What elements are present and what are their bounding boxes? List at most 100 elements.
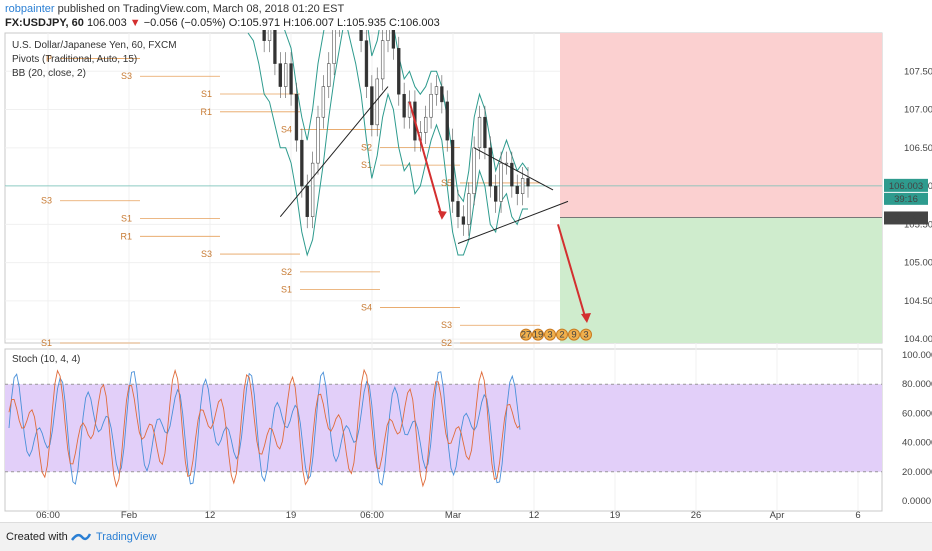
- timer-badge: [884, 192, 928, 205]
- pivot-label: S1: [361, 160, 372, 170]
- close-value: C:106.003: [389, 17, 440, 29]
- stoch-y-tick-label: 100.0000: [902, 350, 932, 361]
- pivot-label: R1: [120, 231, 132, 241]
- event-marker: [532, 328, 544, 341]
- y-tick-label: 104.500: [904, 296, 932, 307]
- created-with-label: Created with: [6, 531, 68, 543]
- stop-price-value: 105.590: [889, 213, 923, 224]
- candle: [386, 30, 390, 41]
- y-tick-label: 107.500: [904, 66, 932, 77]
- pivot-label: S1: [41, 338, 52, 348]
- last-price: 106.003: [86, 17, 127, 29]
- candle: [321, 86, 326, 118]
- publish-text: published on TradingView.com, March 08, …: [54, 3, 345, 15]
- pivot-label: S1: [121, 214, 132, 224]
- candle: [510, 162, 514, 187]
- x-tick-label: 19: [286, 510, 297, 521]
- candle: [526, 178, 530, 187]
- candle: [483, 116, 487, 149]
- chart-area[interactable]: 06:00 Feb 12 19 06:00 Mar 12 19 26 Apr 6 104.000 104…: [0, 30, 932, 522]
- y-tick-label: 107.000: [904, 105, 932, 116]
- candle: [310, 162, 315, 217]
- candle: [391, 30, 396, 49]
- candle: [273, 30, 277, 64]
- pivot-label: R1: [200, 107, 212, 117]
- pivot-label: S4: [361, 302, 372, 312]
- event-marker: [556, 328, 568, 341]
- stoch-y-tick-label: 0.0000: [902, 496, 931, 507]
- footer: Created with TradingView: [0, 522, 932, 551]
- pivot-label: S1: [281, 285, 292, 295]
- x-tick-label: Mar: [445, 510, 461, 521]
- stop-loss-zone: [560, 33, 882, 218]
- candle: [262, 30, 266, 41]
- candle: [278, 63, 282, 87]
- event-label: 3: [583, 330, 588, 341]
- bar-timer: 39:16: [894, 194, 918, 205]
- x-tick-label: 06:00: [360, 510, 384, 521]
- event-label: 27: [521, 330, 532, 341]
- event-label: 3: [547, 330, 552, 341]
- candle: [429, 93, 433, 118]
- pivot-label: S2: [441, 338, 452, 348]
- pivot-label: S3: [121, 71, 132, 81]
- stoch-y-tick-label: 20.0000: [902, 467, 932, 478]
- x-tick-label: 6: [855, 510, 860, 521]
- publish-info: robpainter published on TradingView.com,…: [5, 3, 344, 15]
- candle: [450, 139, 455, 202]
- x-tick-label: Feb: [121, 510, 137, 521]
- trend-line: [457, 200, 569, 244]
- low-value: L:105.935: [337, 17, 386, 29]
- high-value: H:106.007: [283, 17, 334, 29]
- author-link[interactable]: robpainter: [5, 3, 55, 15]
- x-tick-label: 26: [691, 510, 702, 521]
- red-arrow-head: [581, 313, 591, 324]
- pivot-label: S2: [281, 267, 292, 277]
- candle: [499, 162, 503, 202]
- open-value: O:105.971: [228, 17, 281, 29]
- stoch-d-line: [8, 368, 521, 488]
- candle: [402, 93, 406, 118]
- down-arrow-icon: ▼: [129, 17, 141, 29]
- candle: [375, 78, 379, 126]
- stop-price-badge: [884, 211, 928, 225]
- candle: [494, 185, 498, 202]
- candle: [461, 216, 466, 225]
- trend-line: [473, 147, 554, 191]
- candle: [267, 30, 272, 41]
- red-arrow-shaft: [557, 224, 587, 321]
- candle: [440, 86, 444, 103]
- pivot-label: S3: [201, 249, 212, 259]
- event-marker: [580, 328, 592, 341]
- y-tick-label: 106.500: [904, 143, 932, 154]
- event-label: 9: [571, 330, 576, 341]
- bollinger-lower-band: [247, 30, 528, 257]
- pivot-label: S3: [41, 196, 52, 206]
- stoch-y-tick-label: 40.0000: [902, 438, 932, 449]
- pivot-label: S4: [281, 125, 292, 135]
- y-tick-label: 105.500: [904, 219, 932, 230]
- x-tick-label: 12: [205, 510, 216, 521]
- candle: [504, 162, 509, 165]
- candle: [359, 30, 363, 41]
- stoch-k-line: [8, 371, 521, 486]
- candle: [515, 185, 519, 194]
- candle: [300, 139, 304, 187]
- stoch-y-tick-label: 60.0000: [902, 408, 932, 419]
- legend-instrument: U.S. Dollar/Japanese Yen, 60, FXCM: [12, 40, 177, 51]
- pivot-label: S1: [201, 89, 212, 99]
- y-tick-label: 104.000: [904, 334, 932, 345]
- trend-line: [279, 86, 389, 218]
- price-change: −0.056 (−0.05%): [143, 17, 226, 29]
- event-label: 2: [559, 330, 564, 341]
- current-price-value: 106.003: [889, 181, 923, 192]
- candle: [332, 30, 336, 64]
- candle: [284, 63, 288, 87]
- candle: [327, 63, 331, 87]
- candle: [289, 63, 293, 95]
- candle: [305, 185, 309, 217]
- event-marker: [520, 328, 532, 341]
- x-tick-label: 12: [529, 510, 540, 521]
- tradingview-link[interactable]: TradingView: [96, 531, 157, 543]
- pivot-label: P: [46, 53, 52, 63]
